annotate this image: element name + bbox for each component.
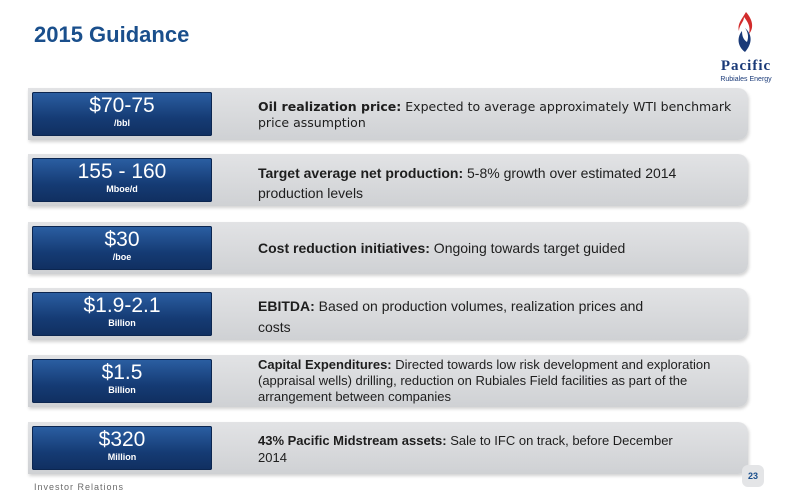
badge-unit: /boe <box>112 252 132 262</box>
value-badge: $1.5 Billion <box>32 359 212 403</box>
logo-name: Pacific <box>720 58 772 74</box>
badge-unit: Million <box>107 452 137 462</box>
badge-value: $320 <box>98 428 146 451</box>
badge-value: 155 - 160 <box>77 160 167 183</box>
page-title: 2015 Guidance <box>34 22 190 47</box>
value-badge: $320 Million <box>32 426 212 470</box>
row-description: Target average net production: 5-8% grow… <box>258 163 738 203</box>
row-label: Target average net production: <box>258 165 464 181</box>
row-label: Oil realization price: <box>258 99 402 114</box>
row-label: Capital Expenditures: <box>258 357 392 372</box>
value-badge: $30 /boe <box>32 226 212 270</box>
row-description: Oil realization price: Expected to avera… <box>258 99 738 131</box>
value-badge: $1.9-2.1 Billion <box>32 292 212 336</box>
row-description: EBITDA: Based on production volumes, rea… <box>258 296 678 338</box>
badge-unit: /bbl <box>114 118 130 128</box>
value-badge: 155 - 160 Mboe/d <box>32 158 212 202</box>
page-number: 23 <box>742 465 764 487</box>
row-description: Cost reduction initiatives: Ongoing towa… <box>258 240 738 256</box>
guidance-row-ebitda: $1.9-2.1 Billion EBITDA: Based on produc… <box>28 288 748 340</box>
footer-label: Investor Relations <box>34 482 125 492</box>
badge-unit: Billion <box>108 385 136 395</box>
badge-unit: Billion <box>108 318 136 328</box>
guidance-row-cost-reduction: $30 /boe Cost reduction initiatives: Ong… <box>28 222 748 274</box>
row-text: Expected to average approximately WTI be… <box>258 99 732 130</box>
value-badge: $70-75 /bbl <box>32 92 212 136</box>
row-description: Capital Expenditures: Directed towards l… <box>258 357 738 405</box>
badge-value: $1.5 <box>101 361 143 384</box>
row-text: 5-8% growth over estimated 2014 producti… <box>258 165 677 201</box>
guidance-row-oil-price: $70-75 /bbl Oil realization price: Expec… <box>28 88 748 140</box>
guidance-row-capex: $1.5 Billion Capital Expenditures: Direc… <box>28 355 748 407</box>
row-description: 43% Pacific Midstream assets: Sale to IF… <box>258 432 678 466</box>
company-logo: Pacific Rubiales Energy <box>700 8 790 88</box>
row-text: Sale to IFC on track, before December 20… <box>258 433 673 465</box>
row-label: Cost reduction initiatives: <box>258 240 430 256</box>
flame-icon <box>738 12 753 52</box>
row-label: 43% Pacific Midstream assets: <box>258 433 447 448</box>
badge-value: $1.9-2.1 <box>83 294 161 317</box>
guidance-row-production: 155 - 160 Mboe/d Target average net prod… <box>28 154 748 206</box>
row-text: Based on production volumes, realization… <box>258 298 644 335</box>
badge-unit: Mboe/d <box>106 184 138 194</box>
row-text: Ongoing towards target guided <box>429 240 626 256</box>
badge-value: $70-75 <box>89 94 155 117</box>
row-text: Directed towards low risk development an… <box>258 357 711 404</box>
logo-subtitle: Rubiales Energy <box>720 76 772 83</box>
badge-value: $30 <box>104 228 140 251</box>
guidance-row-midstream: $320 Million 43% Pacific Midstream asset… <box>28 422 748 474</box>
row-label: EBITDA: <box>258 298 315 314</box>
